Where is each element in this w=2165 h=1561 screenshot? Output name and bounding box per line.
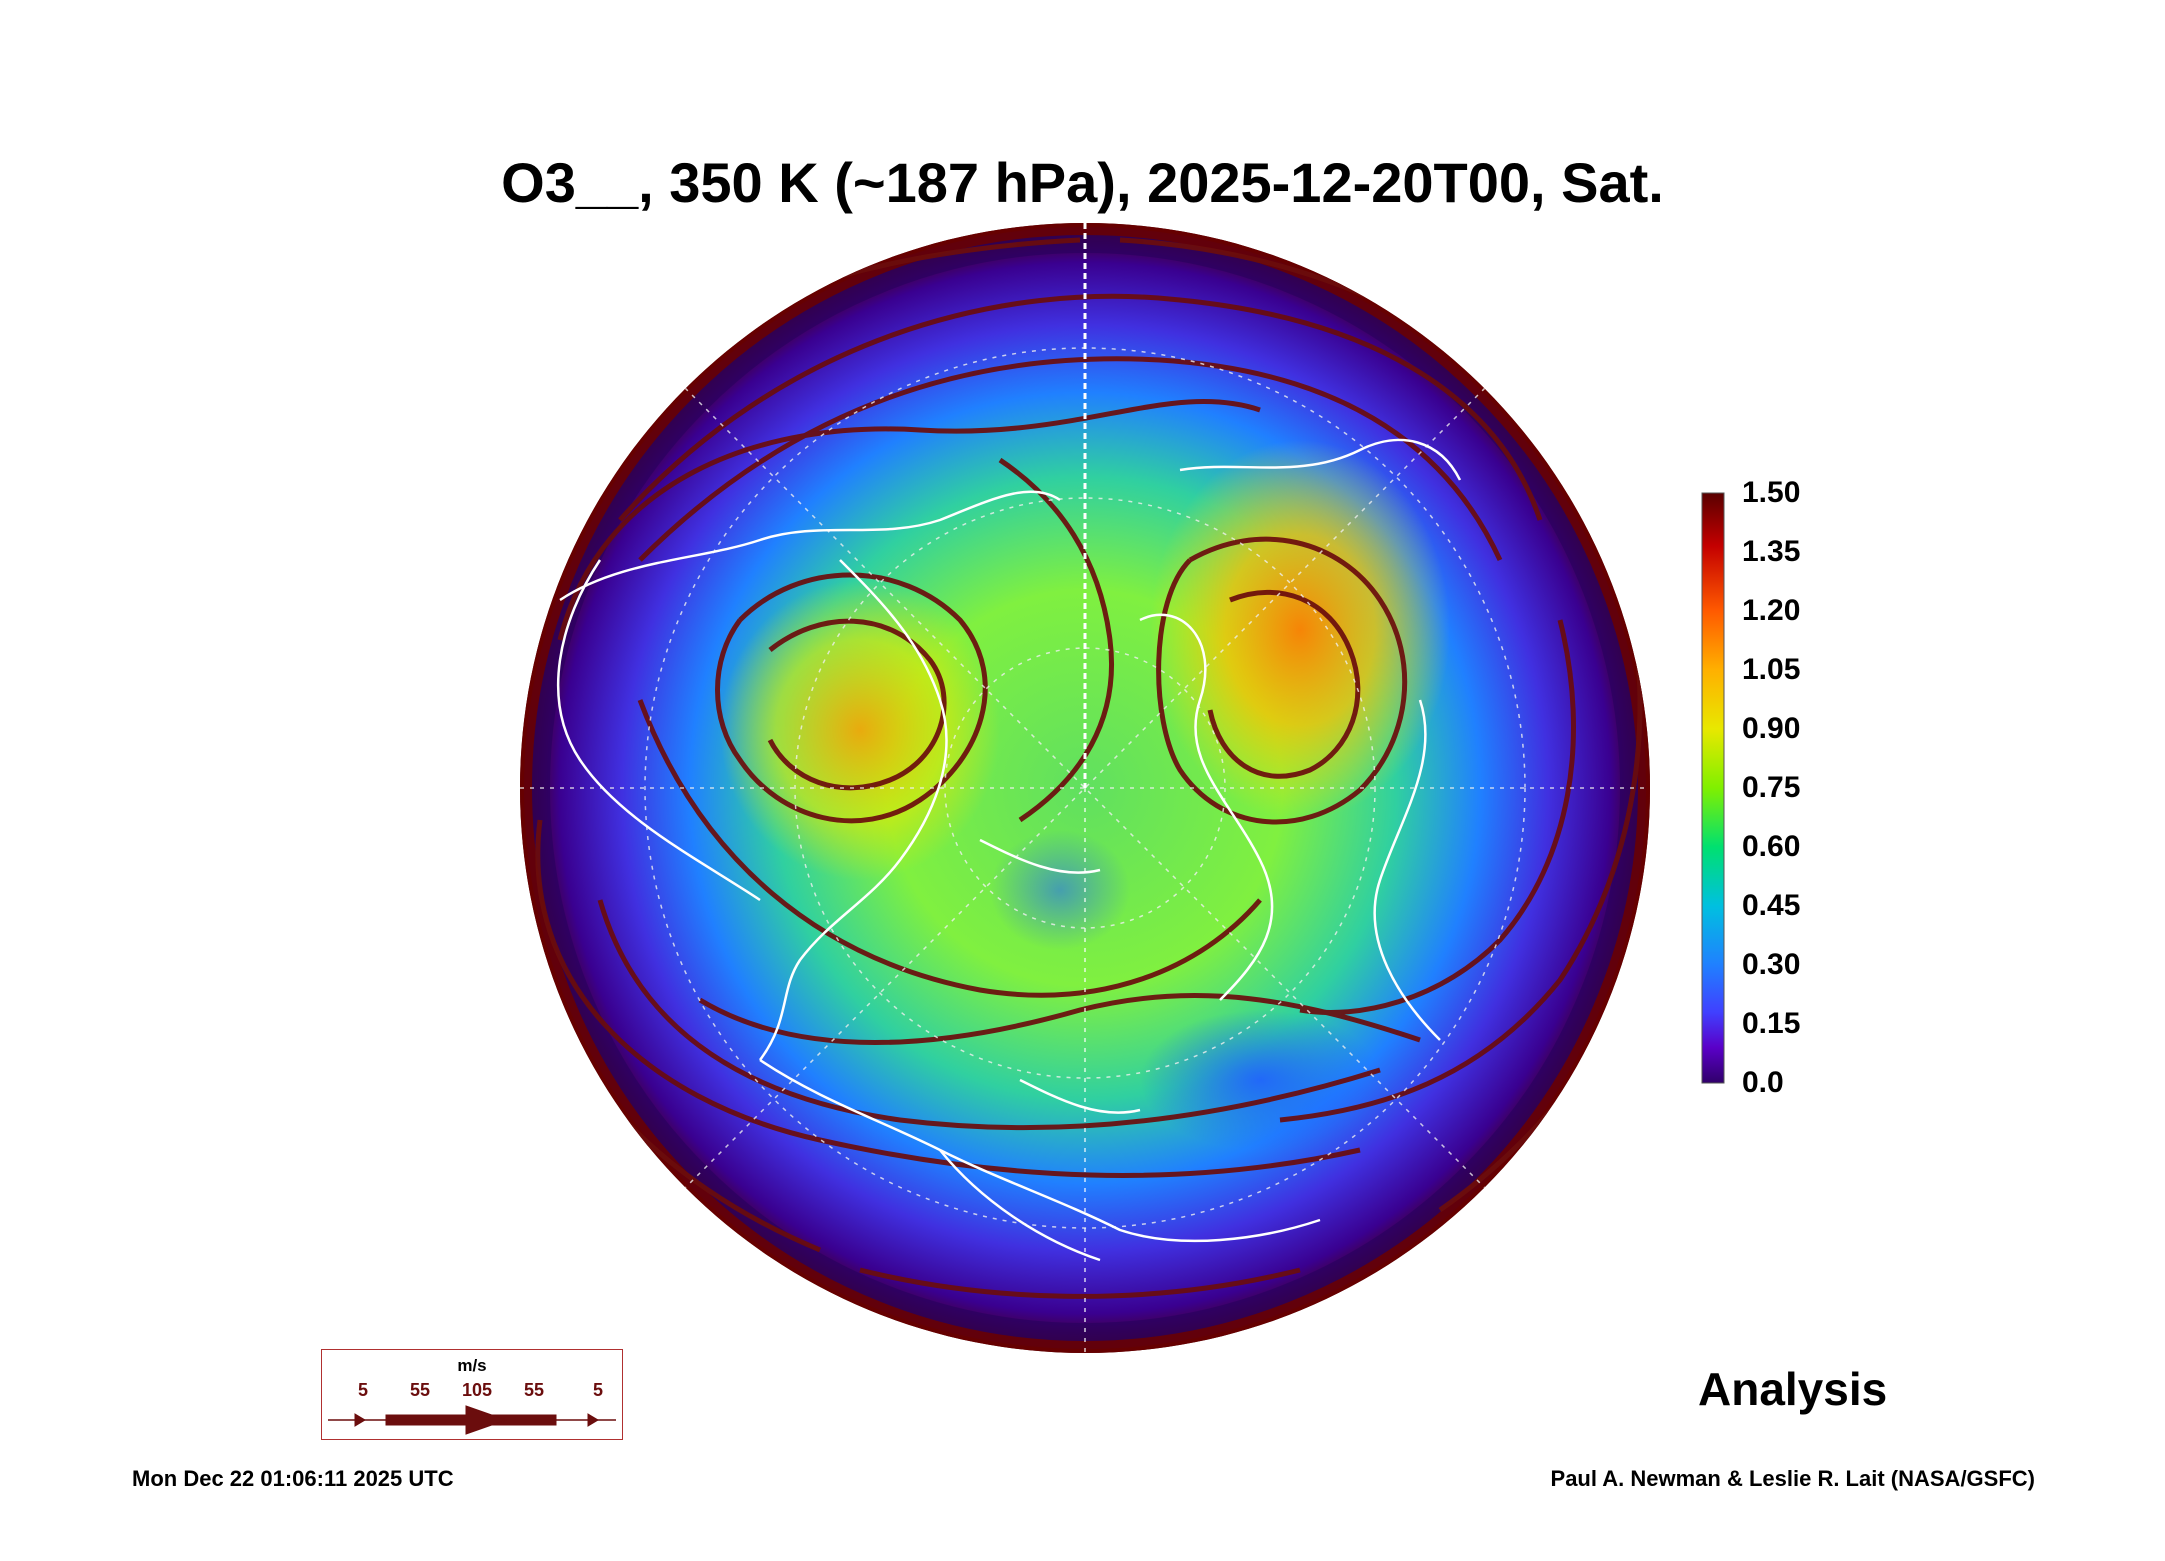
wind-speed-key: m/s 5 55 105 55 5 xyxy=(321,1349,623,1440)
colorbar-label-0-15: 0.15 xyxy=(1742,1007,1801,1040)
analysis-label: Analysis xyxy=(1698,1363,1888,1415)
credit: Paul A. Newman & Leslie R. Lait (NASA/GS… xyxy=(1550,1466,2035,1491)
colorbar-label-1-35: 1.35 xyxy=(1742,535,1801,568)
colorbar-label-0-75: 0.75 xyxy=(1742,771,1801,804)
wind-key-value: 5 xyxy=(357,1380,369,1400)
colorbar-label-1-20: 1.20 xyxy=(1742,594,1801,627)
ozone-high-east xyxy=(1150,440,1450,820)
wind-key-value: 55 xyxy=(523,1380,545,1400)
colorbar-label-1-05: 1.05 xyxy=(1742,653,1801,686)
colorbar-label-0-45: 0.45 xyxy=(1742,889,1801,922)
colorbar-label-0-60: 0.60 xyxy=(1742,830,1801,863)
colorbar-label-0-90: 0.90 xyxy=(1742,712,1801,745)
wind-key-arrow xyxy=(328,1405,616,1435)
colorbar-label-0-0: 0.0 xyxy=(1742,1066,1784,1099)
wind-key-value: 105 xyxy=(461,1380,493,1400)
wind-key-value: 55 xyxy=(409,1380,431,1400)
ozone-high-west xyxy=(720,580,1000,880)
map-title: O3__, 350 K (~187 hPa), 2025-12-20T00, S… xyxy=(501,151,1664,214)
wind-key-unit: m/s xyxy=(457,1356,487,1375)
colorbar xyxy=(1701,492,1725,1084)
coastlines xyxy=(556,438,1462,1262)
timestamp: Mon Dec 22 01:06:11 2025 UTC xyxy=(132,1466,454,1491)
wind-key-value: 5 xyxy=(592,1380,604,1400)
colorbar-label-0-30: 0.30 xyxy=(1742,948,1801,981)
colorbar-label-1-50: 1.50 xyxy=(1742,476,1801,509)
ozone-low-center xyxy=(990,830,1130,950)
